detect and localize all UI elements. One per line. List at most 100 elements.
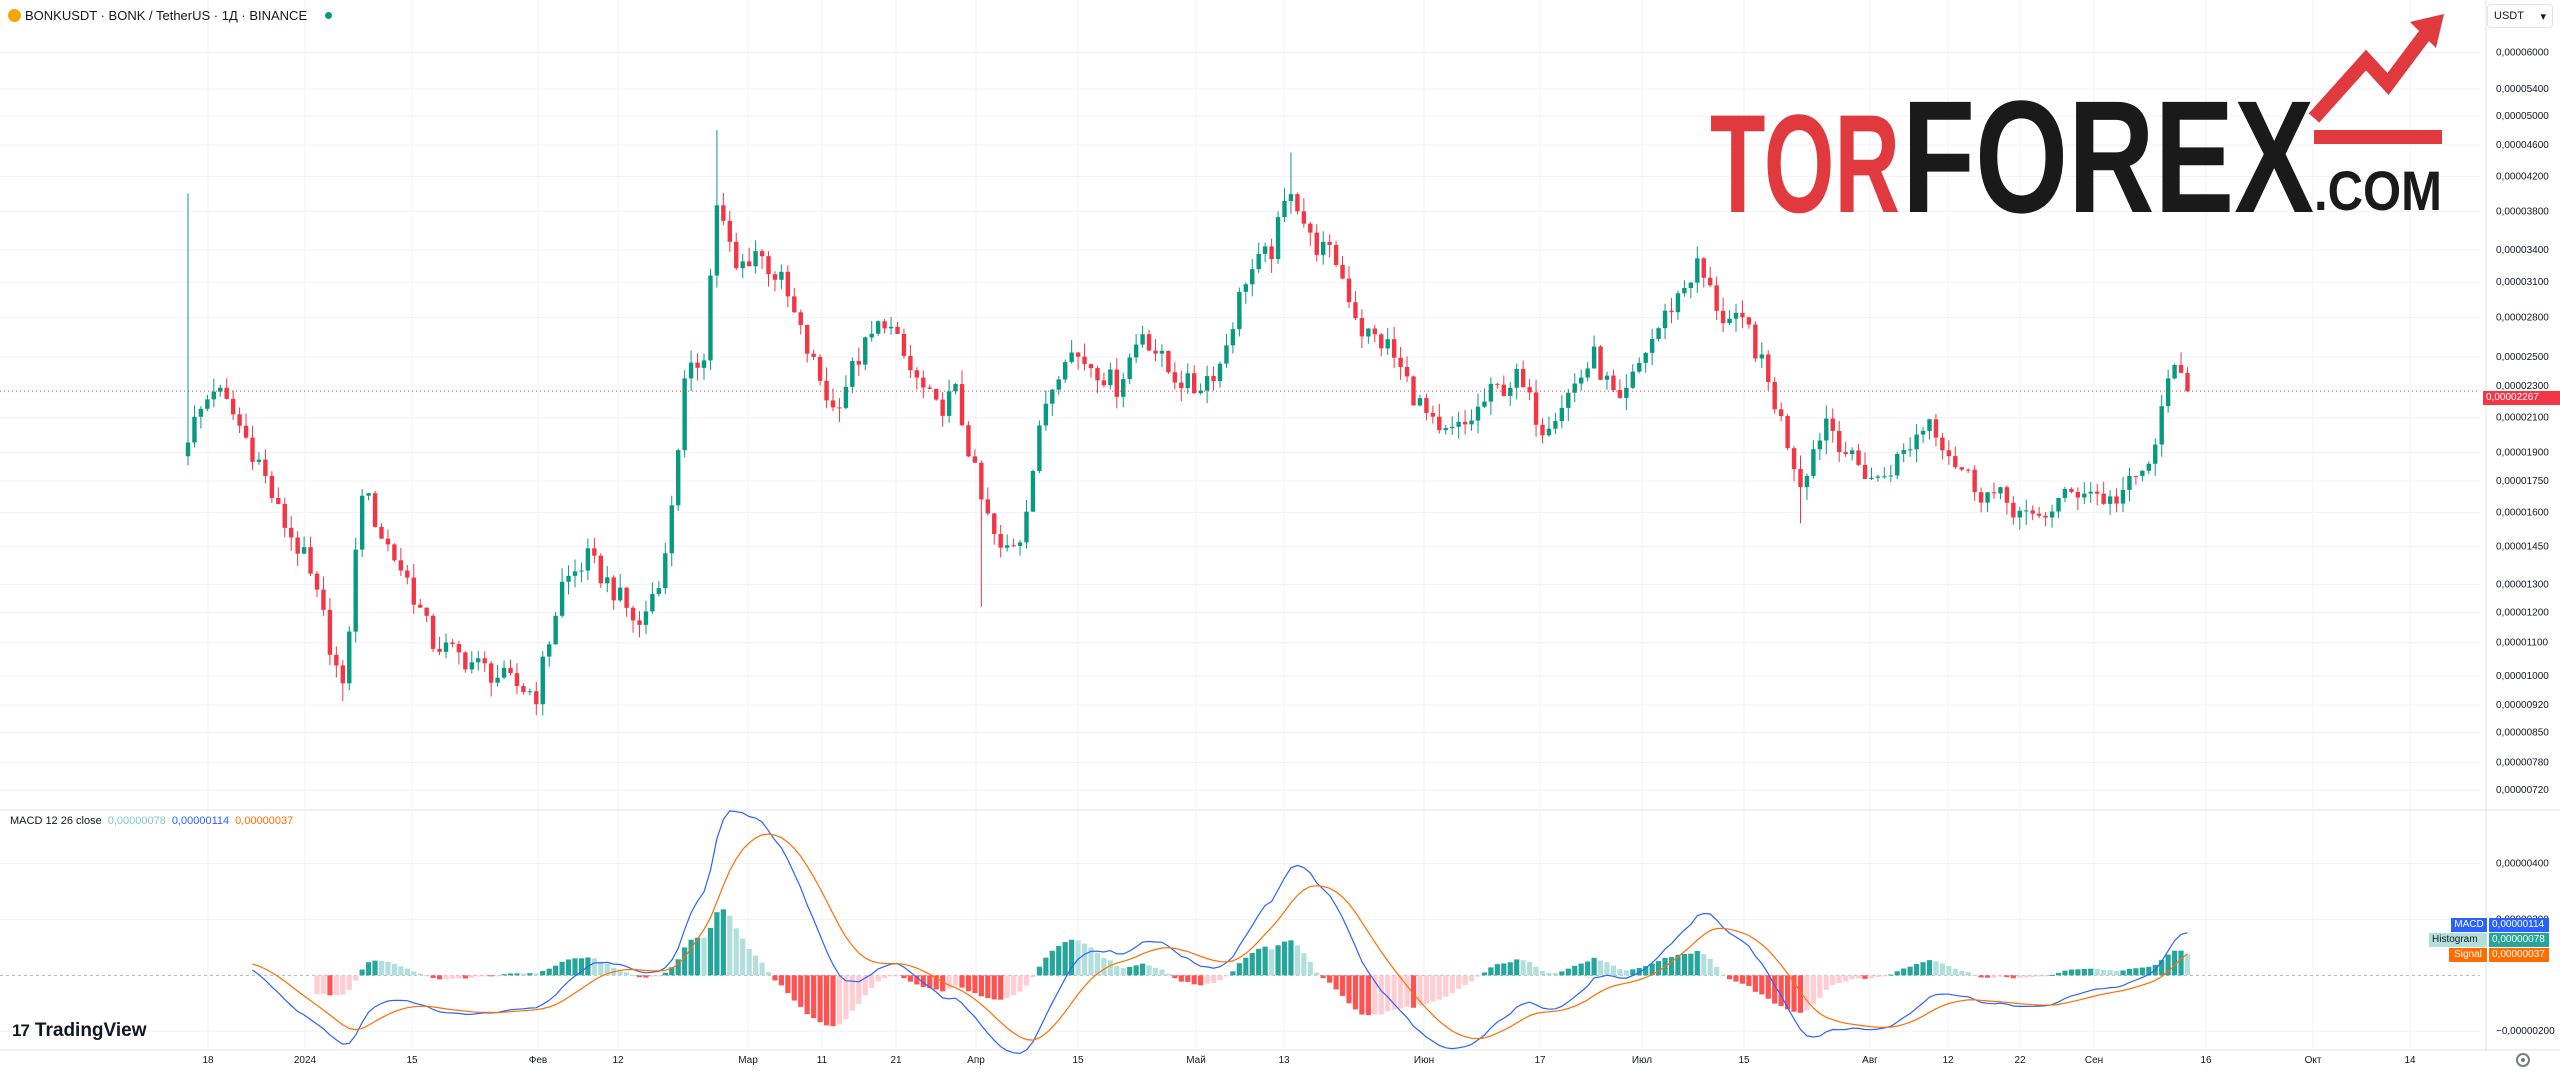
candle-body bbox=[701, 360, 707, 368]
macd-histogram-bar bbox=[1223, 975, 1230, 977]
candle-body bbox=[1256, 253, 1261, 270]
candle-body bbox=[1817, 440, 1823, 450]
macd-histogram-bar bbox=[746, 948, 752, 976]
macd-histogram-bar bbox=[1617, 969, 1623, 976]
candle-body bbox=[798, 312, 803, 325]
candle-body bbox=[327, 609, 333, 655]
candle-body bbox=[1862, 464, 1868, 479]
candle-body bbox=[875, 321, 881, 334]
macd-histogram-bar bbox=[1546, 972, 1552, 976]
candle-body bbox=[785, 271, 791, 297]
price-tick-label: 0,00001300 bbox=[2496, 580, 2549, 591]
symbol-title-bar[interactable]: BONKUSDT · BONK / TetherUS · 1Д · BINANC… bbox=[8, 6, 333, 24]
macd-histogram-bar bbox=[894, 975, 901, 977]
candle-body bbox=[1017, 542, 1023, 546]
candle-body bbox=[1011, 545, 1016, 547]
macd-histogram-bar bbox=[1533, 966, 1539, 976]
macd-histogram-bar bbox=[1120, 967, 1126, 976]
macd-histogram-bar bbox=[404, 968, 410, 976]
macd-histogram-bar bbox=[1597, 960, 1604, 976]
candle-body bbox=[1391, 339, 1397, 358]
macd-histogram-bar bbox=[785, 975, 791, 994]
candle-body bbox=[1966, 469, 1971, 471]
macd-histogram-bar bbox=[411, 971, 417, 976]
time-tick-label: 21 bbox=[890, 1055, 902, 1066]
macd-histogram-bar bbox=[495, 975, 501, 977]
macd-histogram-bar bbox=[1468, 975, 1475, 982]
price-tick-label: 0,00001900 bbox=[2496, 448, 2549, 459]
time-tick-label: Апр bbox=[967, 1055, 985, 1066]
candle-body bbox=[424, 607, 429, 616]
candle-body bbox=[508, 667, 513, 674]
candle-body bbox=[624, 587, 629, 608]
candle-body bbox=[1688, 282, 1694, 288]
candle-body bbox=[1475, 406, 1481, 421]
macd-histogram-bar bbox=[1591, 957, 1597, 976]
macd-histogram-bar bbox=[2081, 968, 2087, 976]
candle-body bbox=[669, 505, 674, 554]
candle-body bbox=[1250, 269, 1255, 285]
candle-body bbox=[282, 503, 287, 528]
macd-histogram-bar bbox=[1926, 960, 1933, 976]
macd-histogram-bar bbox=[1875, 975, 1881, 978]
macd-histogram-bar bbox=[1359, 975, 1365, 1015]
candle-body bbox=[1869, 477, 1874, 479]
candle-body bbox=[1172, 372, 1178, 383]
tradingview-logo[interactable]: 17 TradingView bbox=[12, 1020, 147, 1042]
candle-body bbox=[430, 615, 436, 649]
macd-histogram-bar bbox=[1436, 975, 1442, 1000]
macd-histogram-bar bbox=[320, 975, 327, 995]
candle-body bbox=[340, 665, 345, 684]
candle-body bbox=[1030, 471, 1036, 512]
macd-histogram-bar bbox=[1088, 947, 1094, 976]
candle-body bbox=[1424, 398, 1429, 413]
symbol-title: BONKUSDT · BONK / TetherUS · 1Д · BINANC… bbox=[25, 7, 308, 23]
candle-body bbox=[1469, 420, 1474, 425]
macd-histogram-bar bbox=[978, 975, 984, 997]
candle-body bbox=[1043, 403, 1049, 426]
candle-body bbox=[1714, 285, 1719, 311]
macd-histogram-bar bbox=[907, 975, 913, 982]
macd-histogram-bar bbox=[1623, 970, 1629, 976]
macd-histogram-bar bbox=[1649, 963, 1655, 976]
macd-histogram-bar bbox=[1262, 946, 1268, 976]
bonk-coin-icon bbox=[8, 8, 21, 22]
candle-body bbox=[521, 686, 526, 692]
macd-histogram-bar bbox=[1849, 975, 1855, 980]
macd-histogram-bar bbox=[2159, 960, 2165, 976]
macd-histogram-bar bbox=[1481, 972, 1488, 976]
macd-histogram-bar bbox=[1501, 963, 1507, 976]
macd-histogram-bar bbox=[1914, 964, 1920, 976]
candle-body bbox=[1753, 324, 1758, 359]
price-tick-label: 0,00000920 bbox=[2496, 700, 2549, 711]
candle-body bbox=[1895, 453, 1900, 476]
candle-body bbox=[1940, 437, 1945, 451]
macd-histogram-bar bbox=[965, 975, 972, 992]
candle-body bbox=[1927, 419, 1932, 431]
macd-histogram-bar bbox=[598, 961, 604, 976]
time-tick-label: 18 bbox=[202, 1055, 214, 1066]
macd-histogram-bar bbox=[2101, 969, 2107, 976]
candle-body bbox=[811, 353, 816, 357]
macd-histogram-bar bbox=[1965, 972, 1971, 976]
candle-body bbox=[734, 241, 739, 269]
gear-icon[interactable] bbox=[2516, 1053, 2530, 1067]
candle-body bbox=[721, 205, 726, 221]
watermark-tor: TOR bbox=[1710, 85, 1900, 242]
candle-body bbox=[1514, 369, 1519, 388]
macd-histogram-bar bbox=[533, 973, 539, 976]
candle-body bbox=[592, 548, 597, 556]
macd-histogram-bar bbox=[1023, 975, 1030, 986]
macd-histogram-bar bbox=[1417, 975, 1423, 1006]
histogram-label-badge: Histogram bbox=[2429, 933, 2487, 947]
macd-histogram-bar bbox=[1759, 975, 1765, 995]
macd-histogram-bar bbox=[733, 928, 739, 976]
candle-body bbox=[379, 526, 384, 539]
macd-legend[interactable]: MACD 12 26 close 0,00000078 0,00000114 0… bbox=[10, 815, 293, 827]
candle-body bbox=[908, 356, 913, 371]
macd-histogram-bar bbox=[398, 966, 404, 976]
currency-selector[interactable]: USDT ▾ bbox=[2487, 4, 2553, 28]
candle-body bbox=[2049, 511, 2055, 518]
macd-histogram-bar bbox=[1862, 975, 1868, 979]
